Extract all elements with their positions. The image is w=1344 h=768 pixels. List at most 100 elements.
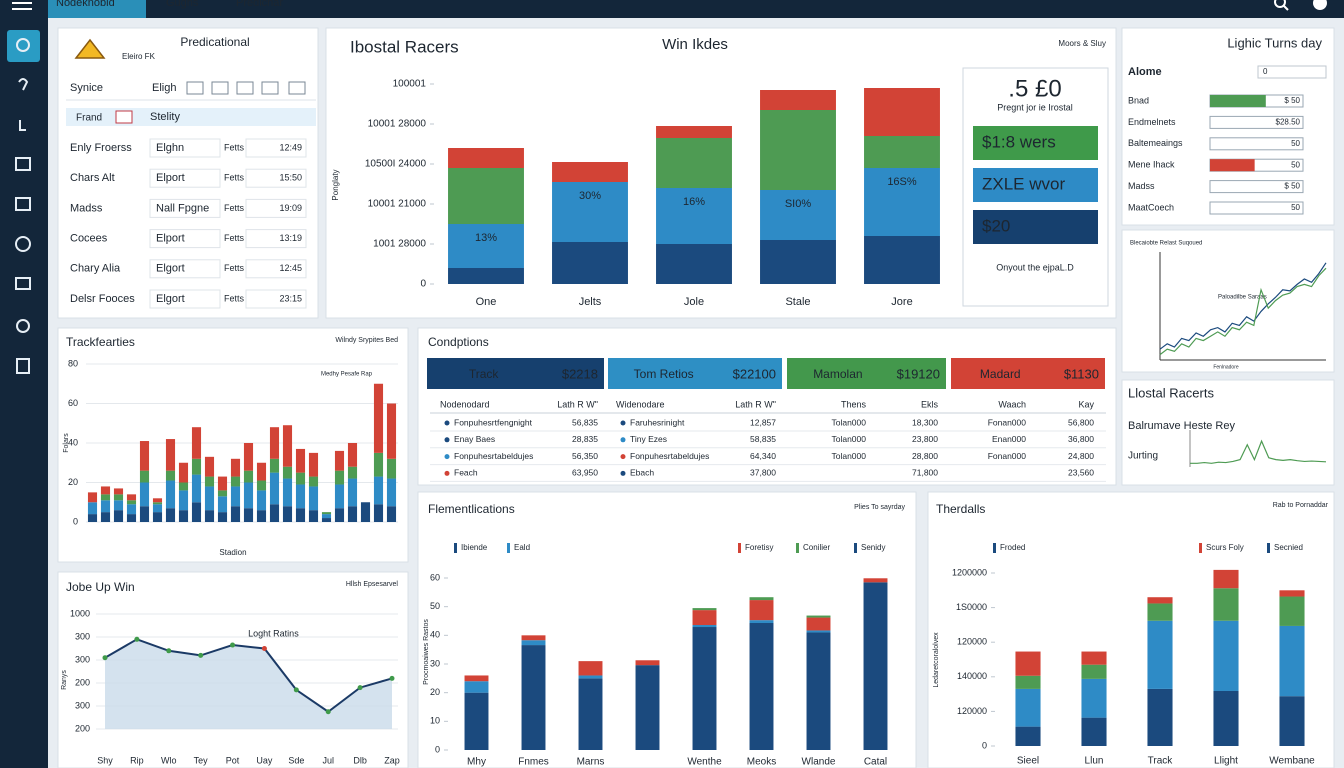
bullet: [620, 420, 626, 426]
input-field[interactable]: [245, 289, 307, 309]
nav-icon[interactable]: [16, 38, 30, 52]
table-cell: 23,800: [912, 434, 938, 444]
kpi-box[interactable]: [973, 210, 1098, 244]
menu-icon[interactable]: [12, 2, 32, 10]
bar-segment: [760, 90, 836, 110]
bar-segment: [282, 425, 293, 467]
bar-segment: [863, 578, 888, 583]
bar-segment: [334, 484, 345, 509]
input-field[interactable]: [245, 198, 307, 218]
bar-segment: [806, 617, 831, 631]
bar-segment: [178, 482, 189, 491]
bar-segment: [87, 514, 98, 522]
kpi-box[interactable]: [427, 358, 604, 389]
icon-button[interactable]: [211, 81, 229, 95]
bar-segment: [308, 486, 319, 511]
kpi-box[interactable]: [973, 168, 1098, 202]
legend-swatch: [993, 543, 996, 553]
x-tick-label: Jul: [322, 755, 334, 765]
label: Madss: [1128, 181, 1155, 191]
tab-icon[interactable]: [115, 110, 133, 124]
data-label: 16%: [683, 196, 705, 208]
label: Fetts: [224, 233, 245, 243]
active-tab[interactable]: [48, 0, 146, 18]
nav-icon[interactable]: [15, 157, 31, 171]
nav-icon[interactable]: [15, 277, 31, 290]
nav-icon[interactable]: [15, 197, 31, 211]
bar-segment: [334, 508, 345, 522]
caption: Pregnt jor ie Irostal: [997, 102, 1073, 112]
chart-subtitle: Win Ikdes: [662, 36, 728, 53]
user-icon[interactable]: [1313, 0, 1327, 10]
input-field[interactable]: [245, 168, 307, 188]
icon-button[interactable]: [236, 81, 254, 95]
bar-segment: [230, 458, 241, 477]
label: 12:49: [279, 142, 302, 152]
bar-segment: [347, 506, 358, 522]
table-cell: 63,950: [572, 468, 598, 478]
column-header: Nodenodard: [440, 399, 490, 409]
icon-button[interactable]: [186, 81, 204, 95]
kpi-label: $1:8 wers: [982, 132, 1056, 151]
input-field[interactable]: [149, 198, 221, 218]
y-tick-label: 0: [982, 740, 987, 750]
bar-segment: [1015, 726, 1041, 746]
table-cell: 71,800: [912, 468, 938, 478]
x-tick-label: Llight: [1214, 756, 1238, 767]
kpi-box[interactable]: [951, 358, 1105, 389]
bar-segment: [521, 645, 546, 750]
kpi-box[interactable]: [973, 126, 1098, 160]
bar-segment: [448, 168, 524, 224]
bar-segment: [552, 182, 628, 242]
input-field[interactable]: [149, 289, 221, 309]
x-tick-label: Pot: [226, 755, 240, 765]
bar-segment: [749, 597, 774, 601]
nav-icon[interactable]: [18, 78, 29, 91]
input-field[interactable]: [245, 229, 307, 249]
active-nav[interactable]: [7, 30, 40, 62]
kpi-label: Track: [469, 367, 500, 381]
y-tick-label: 300: [75, 631, 90, 641]
bar-segment: [165, 439, 176, 471]
nav-icon[interactable]: [19, 120, 26, 131]
nav-icon[interactable]: [16, 319, 30, 333]
x-tick-label: Wembane: [1269, 756, 1315, 767]
input-field[interactable]: [149, 229, 221, 249]
input-field[interactable]: [149, 259, 221, 279]
top-bar: [0, 0, 1344, 18]
table-cell: 56,800: [1068, 417, 1094, 427]
input-field[interactable]: [149, 168, 221, 188]
panel-title: Predicational: [180, 35, 249, 49]
bar-segment: [1147, 603, 1173, 621]
nav-icon[interactable]: [16, 358, 30, 374]
label: 13:19: [279, 233, 302, 243]
bar-segment: [749, 623, 774, 750]
x-axis-label: Stadion: [219, 548, 246, 557]
chart-title: Blecaiobte Relast Suqoued: [1130, 241, 1202, 247]
input-field[interactable]: [245, 138, 307, 158]
y-tick-label: 1001 28000: [373, 239, 426, 250]
icon-button[interactable]: [288, 81, 306, 95]
sidebar-icons: [7, 30, 40, 374]
bar-segment: [692, 627, 717, 750]
bar-segment: [269, 472, 280, 505]
label: Elghn: [156, 142, 184, 154]
input-field[interactable]: [149, 138, 221, 158]
bar-segment: [656, 244, 732, 284]
kpi-box[interactable]: [608, 358, 782, 389]
label: Madss: [70, 202, 103, 214]
selector[interactable]: [1257, 65, 1327, 79]
kpi-box[interactable]: [787, 358, 946, 389]
legend-label: Secnied: [1274, 543, 1303, 552]
search-icon[interactable]: [1274, 0, 1289, 11]
bar-segment: [126, 500, 137, 505]
table-cell: 56,350: [572, 451, 598, 461]
row-value: 50: [1291, 139, 1300, 148]
label: 19:09: [279, 203, 302, 213]
label: Baltemeaings: [1128, 138, 1183, 148]
x-tick-label: Llun: [1085, 756, 1104, 767]
bar-segment: [204, 510, 215, 522]
nav-icon[interactable]: [15, 236, 31, 252]
input-field[interactable]: [245, 259, 307, 279]
icon-button[interactable]: [261, 81, 279, 95]
